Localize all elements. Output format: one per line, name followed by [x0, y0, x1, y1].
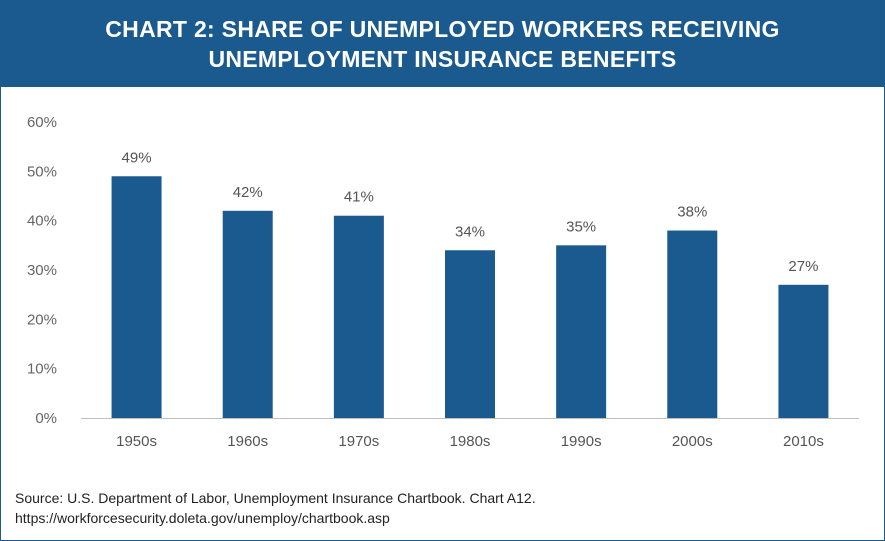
x-tick-label-1960s: 1960s: [227, 433, 268, 450]
data-label-1960s: 42%: [233, 184, 263, 201]
bar-2010s: [778, 284, 829, 418]
bar-1950s: [111, 176, 162, 418]
bars: [111, 176, 829, 418]
bar-1990s: [556, 245, 607, 418]
x-tick-label-2000s: 2000s: [672, 433, 713, 450]
data-labels: 49% 42% 41% 34% 35% 38% 27%: [122, 149, 819, 275]
data-label-1950s: 49%: [122, 149, 152, 166]
x-tick-label-1970s: 1970s: [338, 433, 379, 450]
bar-1970s: [333, 215, 384, 418]
y-tick-label: 10%: [27, 361, 57, 378]
chart-header: CHART 2: SHARE OF UNEMPLOYED WORKERS REC…: [1, 1, 884, 87]
y-axis: 0% 10% 20% 30% 40% 50% 60%: [27, 114, 57, 427]
y-tick-label: 0%: [35, 410, 57, 427]
bar-chart: 0% 10% 20% 30% 40% 50% 60% 49% 42% 41% 34% 35% 38% 2…: [27, 114, 859, 450]
y-tick-label: 20%: [27, 311, 57, 328]
x-axis: 1950s 1960s 1970s 1980s 1990s 2000s 2010s: [116, 433, 824, 450]
source-note: Source: U.S. Department of Labor, Unempl…: [15, 488, 536, 528]
source-line-1: Source: U.S. Department of Labor, Unempl…: [15, 490, 536, 506]
data-label-1990s: 35%: [566, 218, 596, 235]
x-tick-label-1950s: 1950s: [116, 433, 157, 450]
data-label-1980s: 34%: [455, 223, 485, 240]
y-tick-label: 60%: [27, 114, 57, 131]
bar-1960s: [222, 210, 273, 418]
x-tick-label-1980s: 1980s: [450, 433, 491, 450]
source-line-2: https://workforcesecurity.doleta.gov/une…: [15, 510, 390, 526]
y-tick-label: 30%: [27, 262, 57, 279]
y-tick-label: 50%: [27, 163, 57, 180]
data-label-1970s: 41%: [344, 189, 374, 206]
chart-title-line-2: UNEMPLOYMENT INSURANCE BENEFITS: [208, 46, 677, 72]
bar-1980s: [445, 250, 495, 418]
x-tick-label-2010s: 2010s: [783, 433, 824, 450]
chart-title-line-1: CHART 2: SHARE OF UNEMPLOYED WORKERS REC…: [105, 16, 780, 42]
y-tick-label: 40%: [27, 213, 57, 230]
bar-2000s: [667, 230, 718, 418]
x-tick-label-1990s: 1990s: [561, 433, 602, 450]
data-label-2000s: 38%: [677, 204, 707, 221]
data-label-2010s: 27%: [788, 258, 818, 275]
